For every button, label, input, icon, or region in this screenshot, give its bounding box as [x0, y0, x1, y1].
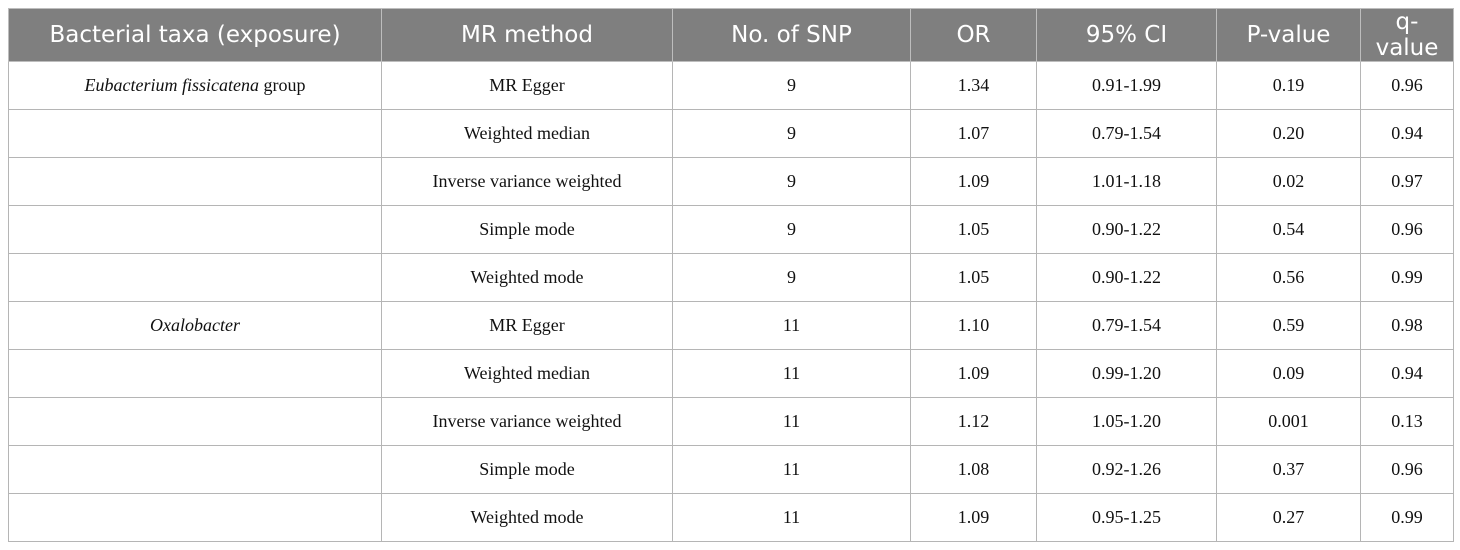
mr-method-cell: Inverse variance weighted [381, 157, 673, 206]
snp-count-cell: 9 [672, 109, 911, 158]
taxa-name-suffix: group [258, 75, 306, 95]
snp-count-cell: 11 [672, 349, 911, 398]
or-cell: 1.08 [910, 445, 1037, 494]
header-or: OR [910, 8, 1037, 62]
header-bacterial-taxa: Bacterial taxa (exposure) [8, 8, 382, 62]
table-body: Eubacterium fissicatena group MR Egger 9 1.… [8, 61, 1454, 542]
mr-method-cell: Simple mode [381, 205, 673, 254]
bacterial-taxa-cell: Oxalobacter [8, 301, 382, 350]
snp-count-cell: 9 [672, 61, 911, 110]
q-value-cell: 0.98 [1360, 301, 1454, 350]
mr-method-cell: Weighted mode [381, 253, 673, 302]
snp-count-cell: 11 [672, 445, 911, 494]
mr-method-cell: Weighted mode [381, 493, 673, 542]
table-row: Inverse variance weighted 9 1.09 1.01-1.18 0… [8, 157, 1454, 206]
bacterial-taxa-cell: Eubacterium fissicatena group [8, 61, 382, 110]
or-cell: 1.05 [910, 205, 1037, 254]
snp-count-cell: 9 [672, 157, 911, 206]
header-snp-count: No. of SNP [672, 8, 911, 62]
mr-method-cell: MR Egger [381, 301, 673, 350]
or-cell: 1.09 [910, 157, 1037, 206]
ci-cell: 0.95-1.25 [1036, 493, 1217, 542]
q-value-cell: 0.97 [1360, 157, 1454, 206]
mr-method-cell: Weighted median [381, 109, 673, 158]
table-row: Inverse variance weighted 11 1.12 1.05-1.20… [8, 397, 1454, 446]
q-value-cell: 0.99 [1360, 253, 1454, 302]
table-header: Bacterial taxa (exposure) MR method No. … [8, 8, 1454, 62]
bacterial-taxa-cell [8, 445, 382, 494]
header-mr-method: MR method [381, 8, 673, 62]
ci-cell: 0.92-1.26 [1036, 445, 1217, 494]
taxa-name-italic: Oxalobacter [150, 315, 240, 335]
table-row: Oxalobacter MR Egger 11 1.10 0.79-1.54 0.59 0.… [8, 301, 1454, 350]
or-cell: 1.34 [910, 61, 1037, 110]
table-row: Weighted mode 9 1.05 0.90-1.22 0.56 0.99 [8, 253, 1454, 302]
ci-cell: 1.05-1.20 [1036, 397, 1217, 446]
ci-cell: 0.79-1.54 [1036, 109, 1217, 158]
q-value-cell: 0.94 [1360, 349, 1454, 398]
table-row: Simple mode 9 1.05 0.90-1.22 0.54 0.96 [8, 205, 1454, 254]
snp-count-cell: 11 [672, 301, 911, 350]
p-value-cell: 0.001 [1216, 397, 1361, 446]
mr-method-cell: Inverse variance weighted [381, 397, 673, 446]
table-row: Weighted mode 11 1.09 0.95-1.25 0.27 0.99 [8, 493, 1454, 542]
mr-results-table: Bacterial taxa (exposure) MR method No. … [8, 8, 1454, 542]
mr-method-cell: MR Egger [381, 61, 673, 110]
bacterial-taxa-cell [8, 397, 382, 446]
p-value-cell: 0.37 [1216, 445, 1361, 494]
p-value-cell: 0.54 [1216, 205, 1361, 254]
table-row: Weighted median 11 1.09 0.99-1.20 0.09 0.94 [8, 349, 1454, 398]
or-cell: 1.12 [910, 397, 1037, 446]
ci-cell: 0.90-1.22 [1036, 253, 1217, 302]
bacterial-taxa-cell [8, 253, 382, 302]
q-value-cell: 0.94 [1360, 109, 1454, 158]
or-cell: 1.09 [910, 349, 1037, 398]
ci-cell: 0.79-1.54 [1036, 301, 1217, 350]
p-value-cell: 0.02 [1216, 157, 1361, 206]
q-value-cell: 0.99 [1360, 493, 1454, 542]
ci-cell: 1.01-1.18 [1036, 157, 1217, 206]
header-p-value: P-value [1216, 8, 1361, 62]
taxa-name-italic: Eubacterium fissicatena [84, 75, 259, 95]
p-value-cell: 0.56 [1216, 253, 1361, 302]
ci-cell: 0.99-1.20 [1036, 349, 1217, 398]
mr-method-cell: Simple mode [381, 445, 673, 494]
bacterial-taxa-cell [8, 493, 382, 542]
or-cell: 1.05 [910, 253, 1037, 302]
header-row: Bacterial taxa (exposure) MR method No. … [8, 8, 1454, 62]
p-value-cell: 0.27 [1216, 493, 1361, 542]
or-cell: 1.09 [910, 493, 1037, 542]
p-value-cell: 0.20 [1216, 109, 1361, 158]
bacterial-taxa-cell [8, 109, 382, 158]
q-value-cell: 0.96 [1360, 205, 1454, 254]
table-row: Simple mode 11 1.08 0.92-1.26 0.37 0.96 [8, 445, 1454, 494]
table-row: Weighted median 9 1.07 0.79-1.54 0.20 0.94 [8, 109, 1454, 158]
ci-cell: 0.91-1.99 [1036, 61, 1217, 110]
snp-count-cell: 9 [672, 253, 911, 302]
table-row: Eubacterium fissicatena group MR Egger 9 1.… [8, 61, 1454, 110]
or-cell: 1.07 [910, 109, 1037, 158]
snp-count-cell: 11 [672, 493, 911, 542]
bacterial-taxa-cell [8, 349, 382, 398]
q-value-cell: 0.96 [1360, 61, 1454, 110]
snp-count-cell: 11 [672, 397, 911, 446]
q-value-cell: 0.13 [1360, 397, 1454, 446]
bacterial-taxa-cell [8, 157, 382, 206]
mr-method-cell: Weighted median [381, 349, 673, 398]
ci-cell: 0.90-1.22 [1036, 205, 1217, 254]
p-value-cell: 0.59 [1216, 301, 1361, 350]
p-value-cell: 0.19 [1216, 61, 1361, 110]
header-ci: 95% CI [1036, 8, 1217, 62]
header-q-value: q-value [1360, 8, 1454, 62]
or-cell: 1.10 [910, 301, 1037, 350]
q-value-cell: 0.96 [1360, 445, 1454, 494]
snp-count-cell: 9 [672, 205, 911, 254]
p-value-cell: 0.09 [1216, 349, 1361, 398]
bacterial-taxa-cell [8, 205, 382, 254]
